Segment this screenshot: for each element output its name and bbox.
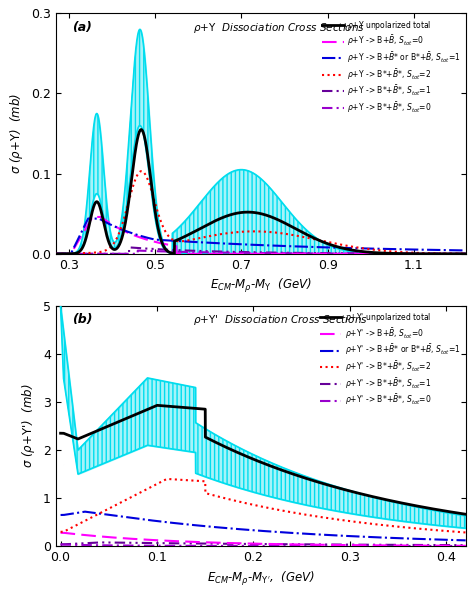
- X-axis label: $E_{CM}$-$M_{\rho}$-$M_{\Upsilon'}$,  (GeV): $E_{CM}$-$M_{\rho}$-$M_{\Upsilon'}$, (Ge…: [207, 570, 315, 588]
- Y-axis label: $\sigma$ ($\rho$+$\Upsilon$')  (mb): $\sigma$ ($\rho$+$\Upsilon$') (mb): [20, 384, 37, 468]
- X-axis label: $E_{CM}$-$M_{\rho}$-$M_{\Upsilon}$  (GeV): $E_{CM}$-$M_{\rho}$-$M_{\Upsilon}$ (GeV): [210, 277, 312, 295]
- Legend: $\rho$+$\Upsilon$' unpolarized total, $\rho$+$\Upsilon$' -> B+$\bar{B}$, $S_{tot: $\rho$+$\Upsilon$' unpolarized total, $\…: [317, 308, 464, 410]
- Text: (a): (a): [72, 20, 92, 33]
- Text: $\rho$+$\Upsilon$'  Dissociation Cross Sections: $\rho$+$\Upsilon$' Dissociation Cross Se…: [193, 313, 368, 327]
- Y-axis label: $\sigma$ ($\rho$+$\Upsilon$)  (mb): $\sigma$ ($\rho$+$\Upsilon$) (mb): [9, 93, 25, 174]
- Text: $\rho$+$\Upsilon$  Dissociation Cross Sections: $\rho$+$\Upsilon$ Dissociation Cross Sec…: [193, 20, 365, 35]
- Legend: $\rho$+$\Upsilon$ unpolarized total, $\rho$+$\Upsilon$ -> B+$\bar{B}$, $S_{tot}$: $\rho$+$\Upsilon$ unpolarized total, $\r…: [319, 15, 464, 118]
- Text: (b): (b): [72, 313, 92, 326]
